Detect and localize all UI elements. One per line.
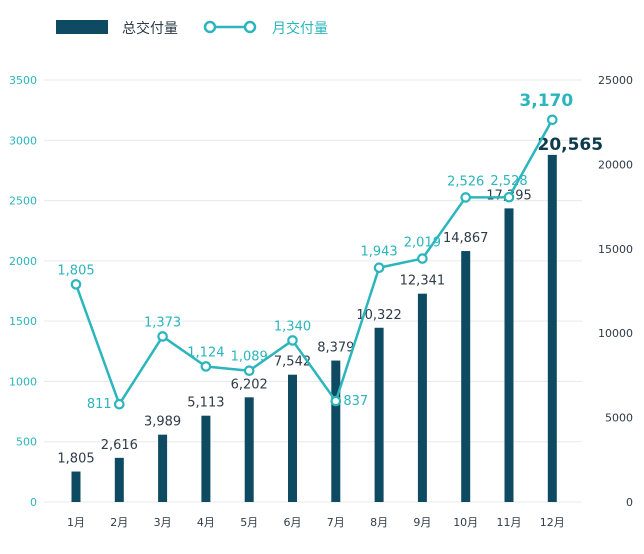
line-point	[287, 335, 298, 346]
y-left-tick-label: 3500	[9, 74, 37, 87]
x-tick-label: 5月	[240, 516, 258, 529]
bar-series	[71, 154, 557, 502]
legend-line-marker-left	[203, 20, 217, 34]
line-path	[74, 119, 554, 406]
line-point	[330, 395, 342, 407]
bar	[158, 434, 168, 502]
x-tick-label: 3月	[154, 516, 172, 529]
bar	[331, 360, 341, 502]
bar	[461, 251, 471, 502]
line-data-label: 1,089	[231, 350, 268, 365]
line-data-label: 3,170	[519, 91, 573, 111]
x-tick-label: 10月	[453, 516, 478, 529]
y-left-tick-label: 1500	[9, 315, 37, 328]
y-right-tick-label: 0	[626, 496, 633, 509]
x-tick-label: 8月	[370, 516, 388, 529]
line-data-label: 837	[343, 394, 368, 409]
line-data-label: 1,340	[274, 319, 311, 334]
bar	[201, 415, 211, 502]
x-tick-label: 11月	[497, 516, 522, 529]
y-left-tick-label: 2500	[9, 195, 37, 208]
legend: 总交付量 月交付量	[56, 20, 328, 37]
y-right-tick-label: 15000	[598, 243, 633, 256]
line-data-label: 2,019	[404, 236, 441, 251]
bar	[417, 293, 427, 502]
line-point	[417, 253, 428, 264]
line-point	[373, 262, 385, 274]
legend-bar-label: 总交付量	[122, 20, 178, 37]
x-tick-label: 4月	[197, 516, 215, 529]
bar-data-label: 1,805	[57, 452, 94, 467]
y-left-tick-label: 500	[16, 436, 37, 449]
x-tick-label: 1月	[67, 516, 85, 529]
y-left-tick-label: 0	[30, 496, 37, 509]
bar	[547, 154, 557, 502]
x-tick-label: 7月	[327, 516, 345, 529]
line-data-label: 2,526	[447, 174, 484, 189]
bar-data-label: 8,379	[317, 341, 354, 356]
line-series	[70, 114, 558, 410]
y-axis-left: 0 500 1000 1500 2000 2500 3000 3500	[9, 74, 37, 509]
bar	[374, 327, 384, 502]
line-point	[243, 365, 255, 376]
line-point	[546, 114, 558, 126]
x-tick-label: 2月	[110, 516, 128, 529]
line-point	[503, 191, 515, 203]
line-point	[70, 279, 82, 290]
bar-data-label: 7,542	[274, 355, 311, 370]
y-right-tick-label: 5000	[605, 412, 633, 425]
x-axis: 1月 2月 3月 4月 5月 6月 7月 8月 9月 10月 11月 12月	[67, 516, 565, 529]
line-point	[200, 361, 212, 372]
y-left-tick-label: 2000	[9, 255, 37, 268]
bar-data-label: 12,341	[400, 274, 446, 289]
line-data-label: 2,528	[490, 174, 527, 189]
line-data-label: 811	[87, 397, 112, 412]
line-data-label: 1,124	[187, 345, 224, 360]
x-tick-label: 12月	[540, 516, 565, 529]
legend-line-label: 月交付量	[272, 20, 328, 37]
bar-data-label: 6,202	[231, 377, 268, 392]
bar	[244, 397, 254, 502]
legend-line-marker-right	[243, 20, 257, 34]
bar-data-label: 2,616	[101, 438, 138, 453]
line-point	[157, 331, 168, 342]
bar	[288, 374, 297, 502]
bar-labels: 1,805 2,616 3,989 5,113 6,202 7,542 8,379 10,32…	[57, 135, 603, 467]
line-data-label: 1,943	[360, 245, 397, 260]
line-labels: 1,805 811 1,373 1,124 1,089 1,340 837 1,943 2,01…	[57, 91, 573, 412]
bar	[114, 457, 124, 502]
line-data-label: 1,805	[57, 263, 94, 278]
bar	[504, 208, 514, 502]
x-tick-label: 9月	[413, 516, 431, 529]
line-point	[460, 192, 471, 203]
y-left-tick-label: 1000	[9, 375, 37, 388]
y-right-tick-label: 20000	[598, 158, 633, 171]
x-tick-label: 6月	[284, 516, 302, 529]
bar-data-label: 5,113	[187, 396, 224, 411]
bar-data-label: 10,322	[356, 308, 402, 323]
legend-bar-swatch	[56, 20, 108, 34]
y-right-tick-label: 25000	[598, 74, 633, 87]
y-axis-right: 0 5000 10000 15000 20000 25000	[598, 74, 633, 509]
bar	[71, 471, 81, 502]
bar-data-label: 3,989	[144, 415, 181, 430]
y-right-tick-label: 10000	[598, 327, 633, 340]
line-point	[114, 398, 125, 410]
bar-data-label: 20,565	[537, 135, 603, 155]
y-left-tick-label: 3000	[9, 134, 37, 147]
line-data-label: 1,373	[144, 315, 181, 330]
bar-data-label: 14,867	[443, 231, 489, 246]
